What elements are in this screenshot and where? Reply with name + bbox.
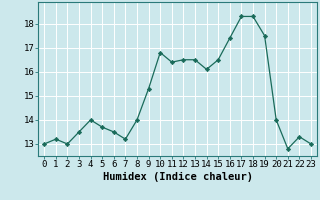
- X-axis label: Humidex (Indice chaleur): Humidex (Indice chaleur): [103, 172, 252, 182]
